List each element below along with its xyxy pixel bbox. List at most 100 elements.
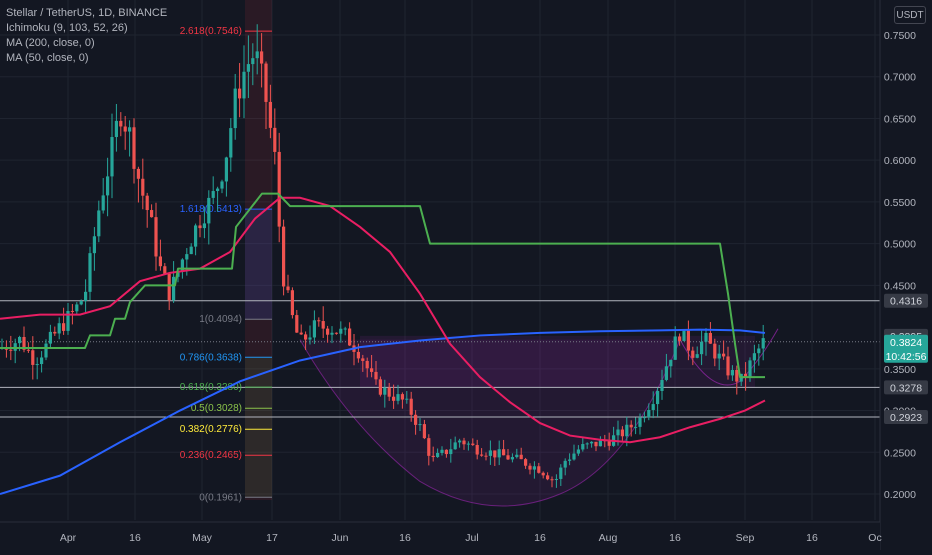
candle-body [453,442,457,450]
candle-body [66,310,70,331]
candle [436,448,440,458]
candle [484,452,488,461]
candle-body [356,351,360,359]
candle-body [101,195,105,211]
candle-body [550,479,554,481]
candle [150,204,154,218]
candle-body [295,315,299,333]
candle-body [312,320,316,338]
candle-body [172,276,176,301]
price-axis-bg [880,0,932,550]
candle-body [251,58,255,65]
x-tick-2: May [192,532,213,544]
y-tick-3: 0.6000 [884,155,916,167]
candle-body [119,120,123,127]
candle-body [761,338,765,349]
candle [304,331,308,351]
candle-body [339,328,343,334]
candle-body [537,466,541,473]
x-tick-3: 17 [266,532,278,544]
candle [524,457,528,469]
candle-body [180,259,184,272]
candle-body [427,438,431,456]
candle [761,324,765,361]
countdown-label: 10:42:56 [886,351,927,363]
candle [207,190,211,245]
candle [691,346,695,366]
candle [642,411,646,423]
candle-body [92,236,96,254]
candle [286,274,290,293]
candle [233,73,237,140]
candle-body [678,336,682,341]
candle [664,353,668,382]
candle-body [150,210,154,218]
candle-body [374,371,378,380]
candle-body [44,343,48,358]
candle [528,463,532,475]
candle [647,403,651,421]
candle-body [207,197,211,224]
fib-label-2: 1(0.4094) [199,314,242,325]
candle-body [647,409,651,418]
candle [299,324,303,335]
candle [550,476,554,488]
candle [172,261,176,303]
candle-body [334,332,338,334]
fib-label-4: 0.618(0.3280) [180,382,242,393]
candle [598,436,602,447]
candle-body [414,414,418,425]
candle [453,436,457,450]
candle-body [484,455,488,457]
candle-body [370,368,374,372]
candle-body [97,210,101,237]
candle [251,43,255,86]
candle-body [625,424,629,437]
candle-body [35,364,39,366]
x-tick-6: Jul [465,532,478,544]
candle [40,351,44,373]
candle-body [238,88,242,99]
x-tick-11: 16 [806,532,818,544]
candle [502,439,506,456]
price-label-0: 0.4316 [890,296,922,308]
candle [537,462,541,474]
candle [620,426,624,441]
candle [154,202,158,271]
candle [75,302,79,316]
candle [202,206,206,239]
candle-body [691,350,695,358]
candle [757,343,761,366]
candle [678,333,682,346]
candle [282,219,286,296]
y-tick-10: 0.2000 [884,489,916,501]
candle-body [163,266,167,274]
candle-body [669,359,673,367]
candle-body [638,417,642,427]
candle [44,339,48,361]
fib-label-6: 0.382(0.2776) [180,424,242,435]
candle-body [396,394,400,401]
candle [541,471,545,479]
candle-body [488,450,492,456]
candle-body [233,88,237,129]
candle [387,382,391,401]
candle [145,192,149,228]
x-tick-7: 16 [534,532,546,544]
candle [211,176,215,205]
fib-label-7: 0.236(0.2465) [180,450,242,461]
candle [246,35,250,98]
currency-unit-button[interactable]: USDT [894,6,926,24]
time-axis-bg [0,522,880,550]
candle-body [735,369,739,382]
candle-body [343,328,347,330]
candle [260,33,264,88]
grid [0,0,880,520]
candle [458,438,462,448]
candle-body [26,349,30,351]
indicator-ma50-label: MA (50, close, 0) [6,52,89,64]
candle [669,359,673,378]
fib-label-5: 0.5(0.3028) [191,403,242,414]
